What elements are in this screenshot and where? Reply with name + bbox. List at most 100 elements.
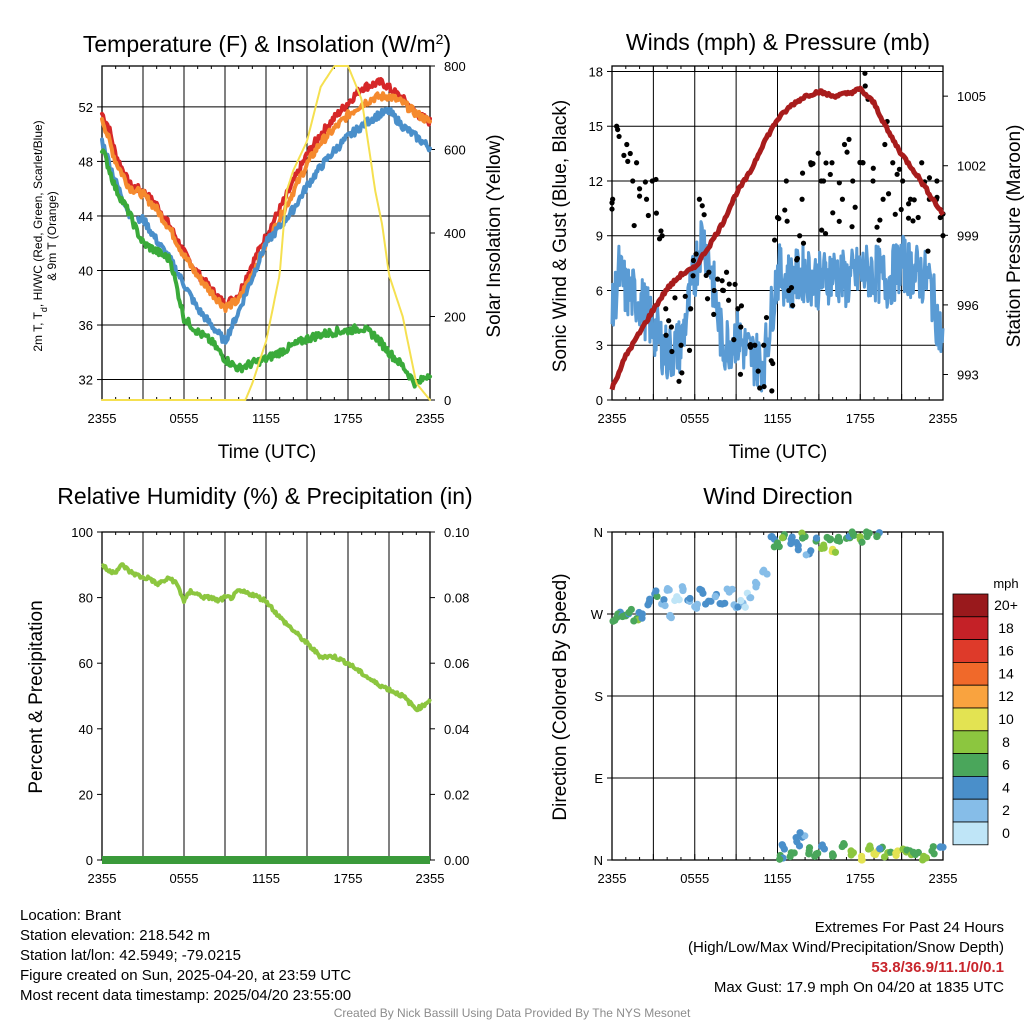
direction-point (788, 533, 796, 541)
wind-ytick-label: 0 (596, 393, 603, 408)
gust-point (836, 180, 842, 186)
gust-point (633, 160, 640, 166)
series-station-pressure (609, 85, 946, 391)
rh-xtick-label: 1755 (334, 871, 363, 886)
series-2m-td (100, 148, 432, 389)
rh-y2tick-label: 0.00 (444, 853, 469, 868)
gust-point (666, 318, 672, 324)
gust-point (631, 222, 637, 229)
gust-point (668, 324, 674, 330)
direction-point (820, 544, 828, 552)
legend-swatch (952, 662, 989, 686)
gust-point (870, 165, 876, 171)
gust-point (732, 281, 738, 287)
direction-point (653, 592, 661, 601)
direction-point (939, 843, 947, 851)
gust-point (696, 196, 703, 202)
temp-y2tick-label: 0 (444, 393, 451, 408)
gust-point (794, 255, 801, 262)
wind-y2tick-label: 1005 (957, 89, 986, 104)
gust-point (715, 276, 721, 282)
direction-point (679, 586, 687, 595)
rh-xtick-label: 2355 (88, 871, 117, 886)
wind-plot-frame (611, 65, 944, 401)
rh-ytick-label: 0 (86, 853, 93, 868)
direction-point (858, 856, 866, 864)
temp-y2tick-label: 400 (444, 226, 466, 241)
gust-point (752, 342, 758, 348)
gust-point (783, 178, 789, 184)
legend-label: 10 (998, 711, 1014, 727)
dir-ylabel-left: Direction (Colored By Speed) (550, 573, 571, 820)
gust-point (699, 203, 705, 209)
temp-xtick-label: 0555 (170, 411, 199, 426)
gust-point (678, 342, 684, 348)
direction-point (812, 534, 821, 542)
gust-point (737, 371, 744, 377)
direction-point (707, 597, 715, 605)
gust-point (719, 278, 725, 284)
gust-point (769, 388, 775, 394)
gust-point (827, 171, 833, 178)
direction-point (873, 532, 881, 540)
direction-point (807, 547, 815, 555)
direction-point (638, 614, 646, 622)
gust-point (630, 178, 636, 184)
gust-point (653, 176, 659, 183)
gust-point (624, 141, 630, 148)
gust-point (609, 206, 615, 212)
wind-xtick-label: 2355 (929, 411, 958, 426)
gust-point (701, 212, 707, 218)
gust-point (830, 210, 836, 216)
gust-point (653, 210, 659, 216)
extremes-values: 53.8/36.9/11.1/0/0.1 (871, 959, 1004, 976)
direction-point (752, 583, 760, 591)
direction-point (776, 855, 784, 863)
direction-point (786, 852, 794, 861)
direction-point (661, 602, 669, 610)
direction-point (798, 534, 807, 542)
legend-label: 18 (998, 620, 1014, 636)
gust-point (711, 311, 717, 318)
gust-point (738, 303, 745, 309)
temperature-panel: 2355 0555 1155 1755 2355 32 36 40 44 48 52 0 200 400 6… (79, 59, 466, 426)
wind-ytick-label: 12 (589, 174, 603, 189)
gust-point (797, 233, 803, 239)
direction-point (802, 551, 810, 559)
direction-point (737, 596, 745, 605)
direction-point (838, 842, 846, 851)
dir-xtick-label: 2355 (929, 871, 958, 886)
gust-point (682, 293, 688, 299)
wind-xtick-label: 1755 (846, 411, 875, 426)
legend-label: 14 (998, 665, 1014, 681)
temp-ylabel-left-line2: & 9m T (Orange) (45, 191, 59, 281)
direction-point (702, 600, 710, 608)
extremes-title: Extremes For Past 24 Hours (814, 919, 1004, 936)
legend-label: 0 (1002, 825, 1010, 841)
gust-point (663, 306, 669, 312)
gust-point (625, 158, 631, 164)
gust-point (849, 224, 855, 230)
gust-point (761, 383, 767, 390)
dir-ytick-label: W (591, 607, 604, 622)
gust-point (690, 257, 697, 264)
legend-label: 16 (998, 643, 1014, 659)
dir-xtick-label: 1155 (764, 871, 792, 886)
gust-point (788, 285, 795, 291)
direction-point (635, 608, 643, 617)
gust-point (658, 228, 664, 234)
wind-panel-title: Winds (mph) & Pressure (mb) (626, 29, 930, 55)
direction-point (814, 849, 822, 857)
gust-point (859, 160, 866, 166)
gust-point (738, 324, 744, 330)
rh-xtick-label: 0555 (170, 871, 199, 886)
temp-ytick-label: 48 (79, 154, 93, 169)
wind-xlabel: Time (UTC) (729, 442, 828, 463)
gust-point (934, 178, 940, 184)
direction-point (866, 842, 874, 850)
panel-titles: Temperature (F) & Insolation (W/m2) Wind… (57, 29, 930, 509)
direction-point (665, 586, 673, 594)
legend-label: 4 (1002, 779, 1010, 795)
direction-point (711, 592, 719, 600)
wind-ytick-label: 3 (596, 338, 603, 353)
